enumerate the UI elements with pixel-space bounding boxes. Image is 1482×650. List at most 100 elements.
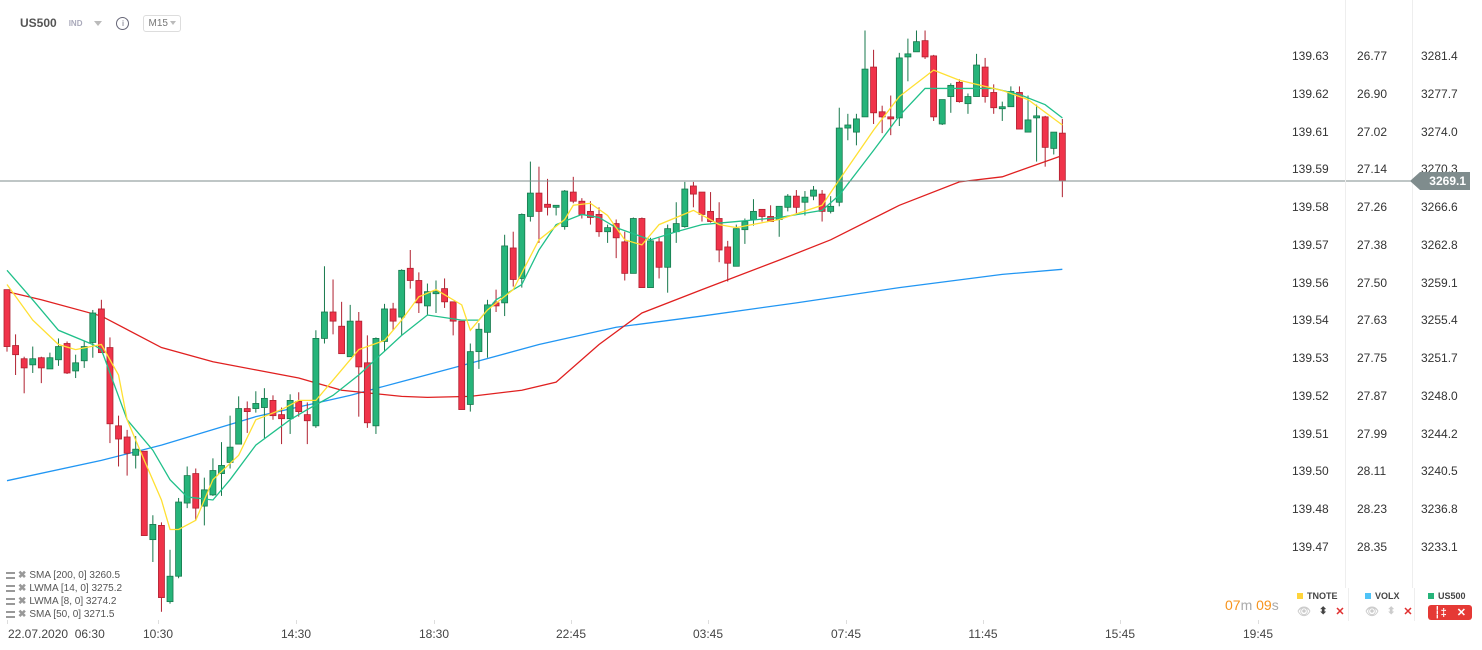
close-icon[interactable]: ✖ — [18, 596, 27, 607]
candle — [12, 334, 19, 375]
axis-tick-label: 27.50 — [1357, 275, 1388, 290]
info-icon[interactable]: i — [116, 16, 130, 30]
indicator-label: SMA [200, 0] 3260.5 — [29, 570, 121, 581]
time-tick — [434, 620, 435, 624]
candle-body — [432, 291, 440, 295]
candle-body — [209, 470, 217, 496]
time-label: 18:30 — [418, 627, 450, 641]
eye-icon[interactable]: 👁 — [1365, 606, 1379, 618]
candle — [870, 49, 877, 124]
sort-arrows-icon[interactable]: ⬍ — [1318, 606, 1328, 617]
candle-body — [981, 66, 989, 97]
candle — [115, 415, 122, 467]
candle — [732, 224, 740, 267]
sma50-line — [6, 154, 1063, 399]
candle-body — [887, 116, 895, 120]
candle — [55, 338, 62, 366]
candle — [80, 340, 88, 368]
axis-tick-label: 139.61 — [1292, 124, 1329, 139]
time-label: 03:45 — [692, 627, 724, 641]
candle-body — [106, 347, 114, 425]
candle-body — [861, 68, 869, 118]
candle — [604, 224, 611, 243]
candle — [338, 301, 346, 355]
close-icon[interactable]: ✖ — [18, 609, 27, 620]
candle-body — [784, 195, 792, 208]
settings-icon[interactable] — [6, 611, 15, 618]
candle — [415, 272, 423, 314]
time-label: 19:45 — [1242, 627, 1274, 641]
candle — [938, 99, 946, 125]
candle — [269, 395, 277, 420]
close-icon[interactable]: ✕ — [1403, 606, 1413, 618]
candle-body — [698, 191, 706, 215]
candle-body — [183, 475, 191, 504]
candle — [698, 191, 706, 222]
candle-body — [707, 210, 714, 222]
candle — [509, 231, 517, 287]
candle-body — [895, 57, 903, 119]
candle-body — [569, 191, 577, 202]
candle-body — [252, 403, 260, 409]
axis-tick-label: 27.02 — [1357, 124, 1388, 139]
settings-icon[interactable] — [6, 572, 15, 579]
candle-body — [629, 218, 637, 274]
axis-tick-label: 26.77 — [1357, 49, 1388, 63]
candle — [1016, 86, 1023, 130]
candle — [1050, 131, 1058, 155]
close-icon[interactable]: ✕ — [1456, 607, 1466, 619]
time-tick — [846, 620, 847, 624]
indicator-sma50: ✖ SMA [50, 0] 3271.5 — [6, 608, 122, 621]
candle — [458, 320, 466, 410]
close-icon[interactable]: ✖ — [18, 583, 27, 594]
candlestick-chart[interactable] — [0, 0, 1412, 620]
chart-type-button[interactable]: ┆‡ ✕ — [1428, 605, 1472, 620]
candle-body — [990, 92, 998, 109]
candle-body — [200, 489, 208, 507]
candle — [913, 30, 920, 53]
axis-tick-label: 27.26 — [1357, 200, 1388, 215]
lwma8-line — [6, 69, 1063, 531]
candle — [741, 218, 749, 244]
candle-body — [449, 301, 457, 322]
timeframe-select[interactable]: M15 — [143, 14, 181, 32]
candle — [724, 240, 732, 282]
settings-icon[interactable] — [6, 598, 15, 605]
axis-tick-label: 139.48 — [1292, 502, 1329, 517]
candle — [424, 283, 431, 316]
time-label: 22.07.2020 06:30 — [8, 627, 105, 641]
candle-body — [758, 208, 766, 217]
close-icon[interactable]: ✖ — [18, 570, 27, 581]
eye-icon[interactable]: 👁 — [1297, 606, 1311, 618]
candle — [518, 213, 526, 288]
candle — [226, 415, 234, 469]
candle-body — [321, 311, 328, 339]
candle — [406, 250, 414, 289]
time-tick — [296, 620, 297, 624]
candle — [192, 468, 200, 521]
axis-tick-label: 27.87 — [1357, 388, 1388, 403]
candle-body — [732, 228, 740, 267]
candle-body — [466, 351, 474, 405]
symbol-label[interactable]: US500 — [20, 16, 57, 30]
candle — [466, 343, 474, 412]
chevron-down-icon[interactable] — [94, 20, 103, 26]
candle — [389, 302, 397, 331]
close-icon[interactable]: ✕ — [1335, 606, 1345, 618]
candle — [998, 101, 1006, 121]
candle — [89, 309, 97, 358]
candle — [1007, 86, 1015, 108]
indicator-label: LWMA [8, 0] 3274.2 — [29, 596, 117, 607]
candle — [638, 217, 646, 289]
axis-tick-label: 3259.1 — [1421, 275, 1458, 290]
candle — [792, 190, 800, 214]
sort-arrows-icon[interactable]: ⬍ — [1386, 606, 1396, 617]
candle-body — [12, 345, 19, 356]
current-price-tag: 3269.1 — [1410, 172, 1470, 190]
axis-tick-label: 28.11 — [1357, 464, 1387, 479]
candle-body — [1041, 116, 1049, 148]
settings-icon[interactable] — [6, 585, 15, 592]
time-tick — [7, 620, 8, 624]
axis-divider — [1412, 0, 1413, 588]
time-tick — [571, 620, 572, 624]
